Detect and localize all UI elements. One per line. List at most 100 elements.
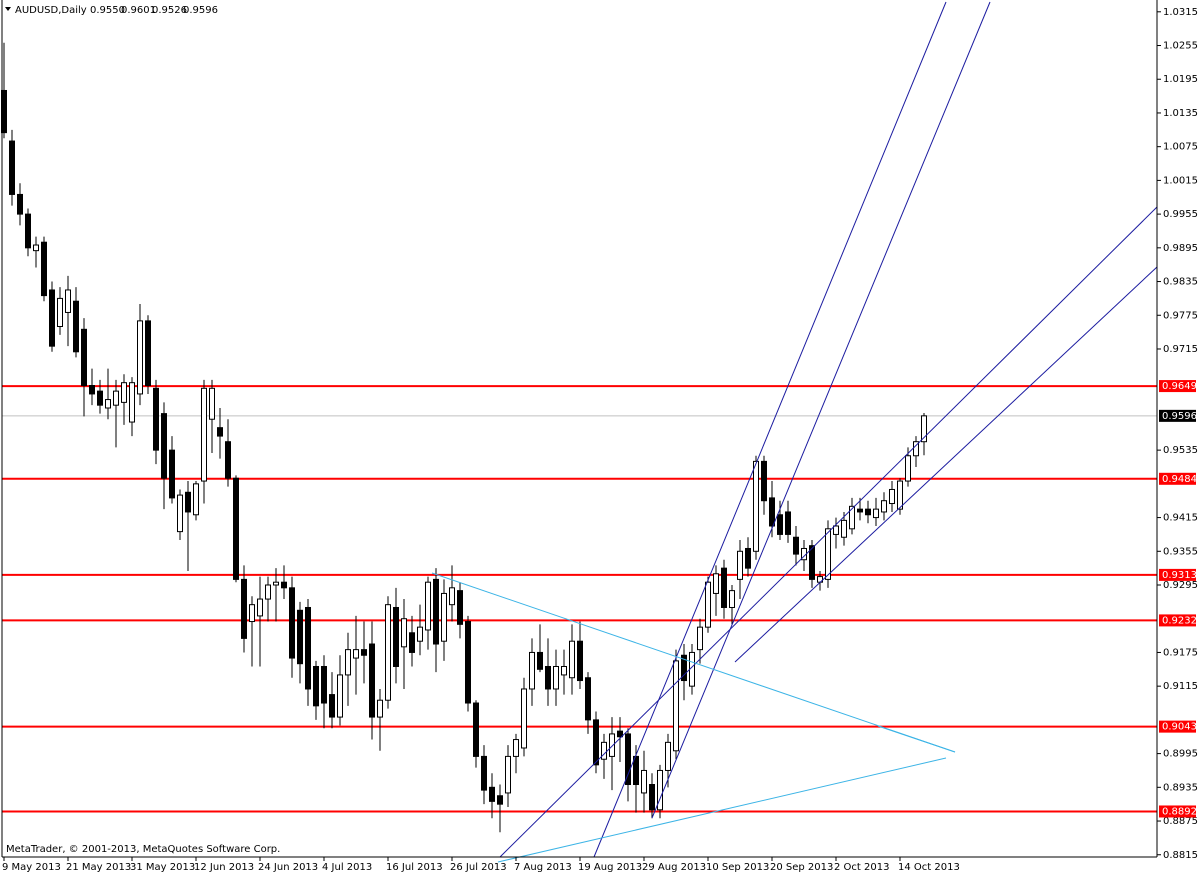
- candle-body: [185, 491, 191, 513]
- y-tick-label: 0.8875: [1163, 816, 1198, 827]
- y-tick-label: 0.9955: [1163, 209, 1198, 220]
- candle-body: [553, 665, 559, 690]
- candle-body: [369, 643, 375, 718]
- candle-body: [697, 626, 703, 651]
- candle-body: [465, 621, 471, 704]
- candle-body: [601, 741, 607, 760]
- candle-body: [241, 578, 247, 639]
- y-tick-label: 0.9295: [1163, 580, 1198, 591]
- candle-body: [289, 587, 295, 659]
- candle-body: [129, 382, 135, 423]
- x-tick-label: 20 Sep 2013: [770, 862, 833, 873]
- candle-body: [489, 786, 495, 802]
- candle-body: [633, 755, 639, 786]
- candle-body: [225, 441, 231, 479]
- x-tick-label: 16 Jul 2013: [386, 862, 443, 873]
- candle-body: [761, 460, 767, 502]
- candle-body: [73, 300, 79, 353]
- level-label: 0.9484: [1162, 474, 1197, 485]
- candle-body: [337, 674, 343, 718]
- candle-body: [121, 382, 127, 403]
- candle-body: [33, 244, 39, 252]
- candle-body: [865, 508, 871, 516]
- candle-body: [105, 399, 111, 409]
- candle-body: [537, 651, 543, 670]
- candle-body: [401, 618, 407, 648]
- candle-body: [377, 699, 383, 718]
- x-tick-label: 24 Jun 2013: [258, 862, 318, 873]
- candle-body: [193, 483, 199, 516]
- candle-body: [545, 665, 551, 690]
- candle-body: [329, 694, 335, 718]
- candle-body: [137, 320, 143, 395]
- candle-body: [529, 651, 535, 690]
- x-tick-label: 12 Jun 2013: [194, 862, 254, 873]
- x-tick-label: 4 Jul 2013: [322, 862, 372, 873]
- candle-body: [433, 578, 439, 645]
- candle-body: [897, 480, 903, 510]
- x-tick-label: 31 May 2013: [130, 862, 195, 873]
- candle-body: [673, 660, 679, 752]
- candle-body: [233, 477, 239, 580]
- level-label: 0.8892: [1162, 806, 1197, 817]
- candle-body: [249, 604, 255, 623]
- candle-body: [745, 547, 751, 569]
- candle-body: [809, 545, 815, 580]
- candle-body: [49, 289, 55, 347]
- trendlines: [431, 1, 1158, 863]
- menu-arrow: [5, 7, 11, 11]
- level-label: 0.9232: [1162, 615, 1197, 626]
- candle-body: [561, 665, 567, 676]
- triangle-line: [877, 725, 956, 753]
- candle-body: [665, 741, 671, 771]
- candle-body: [713, 573, 719, 594]
- trendline: [499, 206, 1158, 858]
- candle-body: [25, 213, 31, 249]
- y-tick-label: 1.0015: [1163, 175, 1198, 186]
- candle-body: [201, 387, 207, 482]
- x-tick-label: 2 Oct 2013: [834, 862, 889, 873]
- candle-body: [785, 511, 791, 535]
- level-label-box: [1159, 720, 1196, 733]
- level-label: 0.9043: [1162, 722, 1197, 733]
- candle-body: [769, 497, 775, 527]
- level-label-box: [1159, 805, 1196, 818]
- y-tick-label: 1.0195: [1163, 74, 1198, 85]
- candle-body: [825, 528, 831, 580]
- candle-body: [161, 413, 167, 479]
- triangle-line: [497, 757, 947, 863]
- candle-body: [345, 649, 351, 676]
- candle-body: [57, 297, 63, 328]
- x-tick-label: 21 May 2013: [66, 862, 131, 873]
- ohlc-value: 0.9526: [152, 5, 187, 16]
- candle-body: [881, 500, 887, 513]
- candle-body: [497, 795, 503, 805]
- candle-body: [513, 739, 519, 757]
- levels: [2, 385, 1157, 813]
- candle-body: [857, 508, 863, 513]
- level-label: 0.9649: [1162, 381, 1197, 392]
- candle-body: [97, 390, 103, 406]
- candle-body: [409, 632, 415, 653]
- y-tick-label: 0.9355: [1163, 546, 1198, 557]
- y-tick-label: 0.9415: [1163, 513, 1198, 524]
- current-price-label: 0.9596: [1162, 411, 1197, 422]
- level-label-box: [1159, 472, 1196, 485]
- candle-body: [777, 514, 783, 535]
- trendline: [734, 266, 1158, 663]
- level-label-box: [1159, 568, 1196, 581]
- candle-body: [481, 755, 487, 791]
- y-tick-label: 0.9895: [1163, 243, 1198, 254]
- candle-body: [113, 390, 119, 406]
- candle-body: [441, 592, 447, 642]
- candle-body: [9, 140, 15, 195]
- candle-body: [89, 385, 95, 395]
- x-tick-label: 9 May 2013: [2, 862, 61, 873]
- candle-body: [585, 677, 591, 721]
- candle-body: [145, 320, 151, 387]
- candle-body: [753, 460, 759, 552]
- candle-body: [657, 769, 663, 811]
- y-tick-label: 0.8935: [1163, 782, 1198, 793]
